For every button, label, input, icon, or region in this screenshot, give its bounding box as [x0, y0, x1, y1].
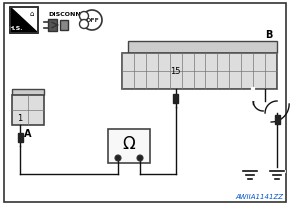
Text: 15: 15: [171, 67, 181, 76]
Circle shape: [82, 11, 102, 31]
Text: H.S.: H.S.: [9, 26, 23, 31]
Text: ⌂: ⌂: [30, 11, 34, 17]
Circle shape: [79, 12, 88, 21]
Text: 1: 1: [17, 114, 23, 122]
Bar: [173, 95, 178, 103]
Bar: [128, 42, 277, 54]
Polygon shape: [10, 8, 38, 34]
Text: AWIIA1141ZZ: AWIIA1141ZZ: [235, 193, 283, 199]
Text: A: A: [24, 128, 32, 138]
Circle shape: [137, 155, 143, 161]
Circle shape: [115, 155, 121, 161]
Text: Ω: Ω: [123, 134, 135, 152]
Text: B: B: [266, 30, 273, 40]
Bar: [12, 96, 44, 125]
Bar: [12, 90, 44, 96]
Bar: [10, 8, 38, 34]
Bar: [275, 115, 280, 124]
Bar: [10, 8, 38, 34]
Bar: [122, 54, 277, 90]
Bar: [60, 21, 68, 31]
Circle shape: [79, 20, 88, 29]
Text: DISCONNECT: DISCONNECT: [48, 12, 94, 17]
Bar: [17, 133, 23, 142]
Bar: [108, 129, 150, 163]
Bar: [48, 20, 57, 32]
Text: OFF: OFF: [86, 18, 100, 23]
